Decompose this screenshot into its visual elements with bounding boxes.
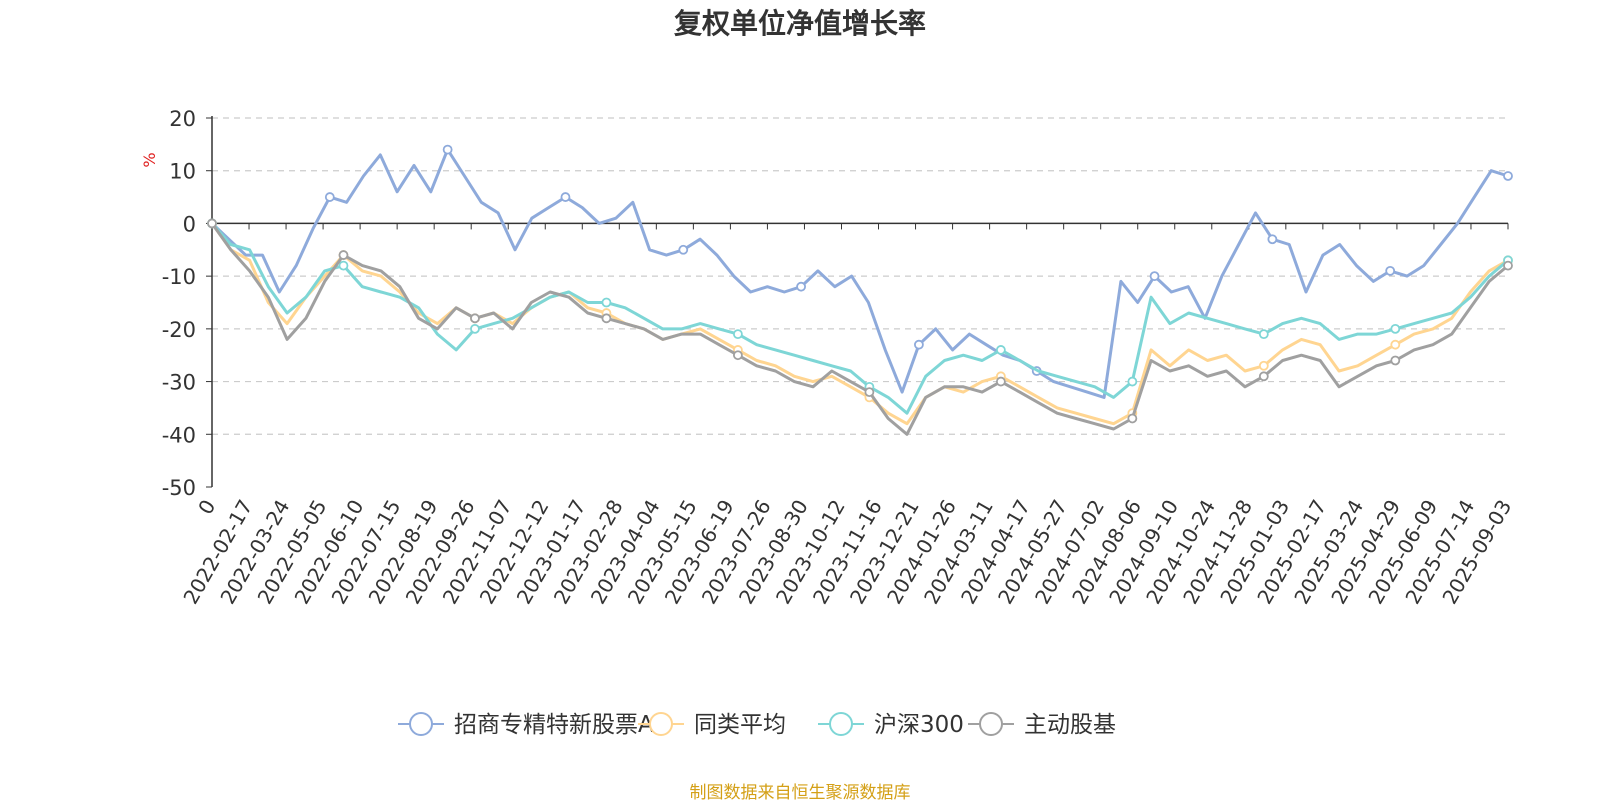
y-tick-label: -30 <box>162 371 196 395</box>
series-point <box>338 260 349 271</box>
y-axis-label: % <box>140 152 159 167</box>
source-note: 制图数据来自恒生聚源数据库 <box>689 783 911 803</box>
legend-marker <box>979 712 1003 736</box>
y-tick-label: -10 <box>162 265 196 289</box>
series-line <box>210 222 1509 436</box>
series-point <box>1390 323 1401 334</box>
series-point <box>864 387 875 398</box>
grid-lines <box>212 117 1508 435</box>
series-point <box>1267 234 1278 245</box>
series-point <box>678 244 689 255</box>
legend-item[interactable]: 招商专精特新股票A <box>398 712 654 738</box>
series-point <box>1258 360 1269 371</box>
series-line <box>210 222 1509 415</box>
series-point <box>995 376 1006 387</box>
series-point <box>1258 329 1269 340</box>
series-point <box>338 250 349 260</box>
legend-marker <box>829 712 853 736</box>
y-tick-label: 0 <box>183 212 196 236</box>
legend[interactable]: 招商专精特新股票A 同类平均 沪深300 主动股基 <box>398 712 1116 738</box>
legend-marker <box>409 712 433 736</box>
legend-item[interactable]: 同类平均 <box>638 712 786 738</box>
series-point <box>442 144 453 155</box>
series-point <box>1503 260 1513 271</box>
x-tick-label: 0 <box>193 496 220 519</box>
y-tick-label: -40 <box>162 423 196 447</box>
series-point <box>601 313 612 324</box>
series-point <box>733 329 743 340</box>
series-lines <box>207 144 1513 436</box>
series-point <box>796 281 806 292</box>
series-point <box>324 192 335 202</box>
series-point <box>1258 371 1269 382</box>
series-point <box>733 350 743 361</box>
series-line <box>210 222 1509 426</box>
series-point <box>470 323 480 334</box>
series-line <box>210 148 1509 399</box>
legend-label: 主动股基 <box>1024 712 1116 738</box>
series-point <box>1127 413 1138 424</box>
y-tick-label: -50 <box>162 476 196 500</box>
series-point <box>1390 339 1401 350</box>
y-tick-label: -20 <box>162 318 196 342</box>
series-point <box>560 192 571 202</box>
legend-item[interactable]: 主动股基 <box>968 712 1116 738</box>
series-point <box>207 218 217 229</box>
legend-label: 沪深300 <box>874 712 964 738</box>
series-point <box>601 297 612 308</box>
series-point <box>1503 171 1513 181</box>
legend-item[interactable]: 沪深300 <box>818 712 964 738</box>
legend-marker <box>649 712 673 736</box>
series-point <box>1385 265 1396 276</box>
series-point <box>1149 271 1160 282</box>
series-point <box>470 313 480 324</box>
series-point <box>1127 376 1138 387</box>
series-point <box>995 345 1006 355</box>
y-tick-label: 20 <box>169 107 196 131</box>
chart-title: 复权单位净值增长率 <box>673 7 926 40</box>
series-point <box>914 339 924 350</box>
series-point <box>1390 355 1401 366</box>
legend-label: 招商专精特新股票A <box>454 712 654 738</box>
line-chart: 20100-10-20-30-40-50%02022-02-172022-03-… <box>140 107 1516 738</box>
legend-label: 同类平均 <box>694 712 786 738</box>
y-tick-label: 10 <box>169 160 196 184</box>
